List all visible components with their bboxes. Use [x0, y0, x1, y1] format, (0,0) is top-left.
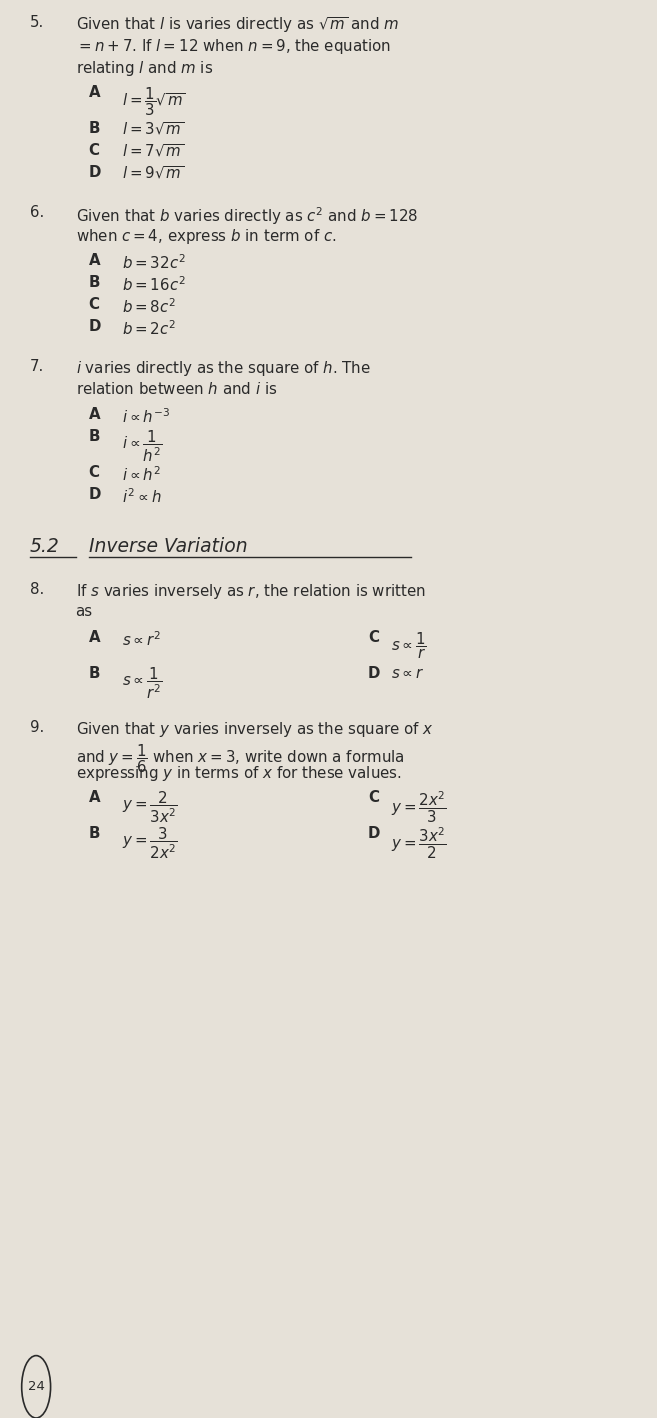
Text: $b = 32c^2$: $b = 32c^2$ — [122, 252, 185, 272]
Text: B: B — [89, 275, 100, 291]
Text: $s \propto r^2$: $s \propto r^2$ — [122, 630, 160, 648]
Text: 9.: 9. — [30, 720, 44, 735]
Text: A: A — [89, 407, 101, 423]
Text: $l = 7\sqrt{m}$: $l = 7\sqrt{m}$ — [122, 143, 183, 160]
Text: $y = \dfrac{3}{2x^2}$: $y = \dfrac{3}{2x^2}$ — [122, 827, 177, 861]
Text: A: A — [89, 630, 101, 645]
Text: $i \propto \dfrac{1}{h^2}$: $i \propto \dfrac{1}{h^2}$ — [122, 430, 162, 464]
Text: B: B — [89, 430, 100, 444]
Text: Given that $\mathit{l}$ is varies directly as $\sqrt{m}$ and $m$: Given that $\mathit{l}$ is varies direct… — [76, 16, 399, 35]
Text: 7.: 7. — [30, 359, 44, 374]
Text: A: A — [89, 252, 101, 268]
Text: 6.: 6. — [30, 206, 44, 220]
Text: 8.: 8. — [30, 581, 44, 597]
Circle shape — [22, 1356, 51, 1418]
Text: A: A — [89, 790, 101, 805]
Text: D: D — [368, 827, 380, 841]
Text: 5.2: 5.2 — [30, 537, 59, 556]
Text: D: D — [89, 486, 101, 502]
Text: Given that $y$ varies inversely as the square of $x$: Given that $y$ varies inversely as the s… — [76, 720, 433, 739]
Text: $b = 2c^2$: $b = 2c^2$ — [122, 319, 175, 337]
Text: $i$ varies directly as the square of $h$. The: $i$ varies directly as the square of $h$… — [76, 359, 371, 379]
Text: $i^2 \propto h$: $i^2 \propto h$ — [122, 486, 161, 506]
Text: $i \propto h^2$: $i \propto h^2$ — [122, 465, 160, 484]
Text: 5.: 5. — [30, 16, 44, 30]
Text: as: as — [76, 604, 93, 620]
Text: C: C — [89, 143, 100, 157]
Text: $b = 8c^2$: $b = 8c^2$ — [122, 296, 175, 316]
Text: $b = 16c^2$: $b = 16c^2$ — [122, 275, 185, 294]
Text: A: A — [89, 85, 101, 101]
Text: C: C — [89, 296, 100, 312]
Text: $y = \dfrac{2}{3x^2}$: $y = \dfrac{2}{3x^2}$ — [122, 790, 177, 825]
Text: D: D — [89, 319, 101, 335]
Text: $l = \dfrac{1}{3}\sqrt{m}$: $l = \dfrac{1}{3}\sqrt{m}$ — [122, 85, 185, 118]
Text: $s \propto \dfrac{1}{r^2}$: $s \propto \dfrac{1}{r^2}$ — [122, 666, 162, 702]
Text: expressing $y$ in terms of $x$ for these values.: expressing $y$ in terms of $x$ for these… — [76, 764, 401, 783]
Text: Given that $b$ varies directly as $c^2$ and $b = 128$: Given that $b$ varies directly as $c^2$ … — [76, 206, 418, 227]
Text: $s \propto r$: $s \propto r$ — [391, 666, 424, 681]
Text: $y = \dfrac{3x^2}{2}$: $y = \dfrac{3x^2}{2}$ — [391, 827, 447, 861]
Text: $y = \dfrac{2x^2}{3}$: $y = \dfrac{2x^2}{3}$ — [391, 790, 447, 825]
Text: D: D — [368, 666, 380, 681]
Text: $l = 9\sqrt{m}$: $l = 9\sqrt{m}$ — [122, 164, 183, 182]
Text: B: B — [89, 121, 100, 136]
Text: If $s$ varies inversely as $r$, the relation is written: If $s$ varies inversely as $r$, the rela… — [76, 581, 425, 601]
Text: relation between $h$ and $i$ is: relation between $h$ and $i$ is — [76, 381, 277, 397]
Text: relating $l$ and $m$ is: relating $l$ and $m$ is — [76, 60, 213, 78]
Text: B: B — [89, 666, 100, 681]
Text: $s \propto \dfrac{1}{r}$: $s \propto \dfrac{1}{r}$ — [391, 630, 427, 661]
Text: and $y = \dfrac{1}{6}$ when $x = 3$, write down a formula: and $y = \dfrac{1}{6}$ when $x = 3$, wri… — [76, 742, 404, 774]
Text: $i \propto h^{-3}$: $i \propto h^{-3}$ — [122, 407, 170, 425]
Text: 24: 24 — [28, 1380, 45, 1394]
Text: Inverse Variation: Inverse Variation — [89, 537, 247, 556]
Text: C: C — [368, 630, 379, 645]
Text: D: D — [89, 164, 101, 180]
Text: B: B — [89, 827, 100, 841]
Text: when $c = 4$, express $b$ in term of $c$.: when $c = 4$, express $b$ in term of $c$… — [76, 227, 336, 245]
Text: $l = 3\sqrt{m}$: $l = 3\sqrt{m}$ — [122, 121, 183, 138]
Text: C: C — [89, 465, 100, 481]
Text: $= n + 7$. If $l = 12$ when $n = 9$, the equation: $= n + 7$. If $l = 12$ when $n = 9$, the… — [76, 37, 390, 55]
Text: C: C — [368, 790, 379, 805]
